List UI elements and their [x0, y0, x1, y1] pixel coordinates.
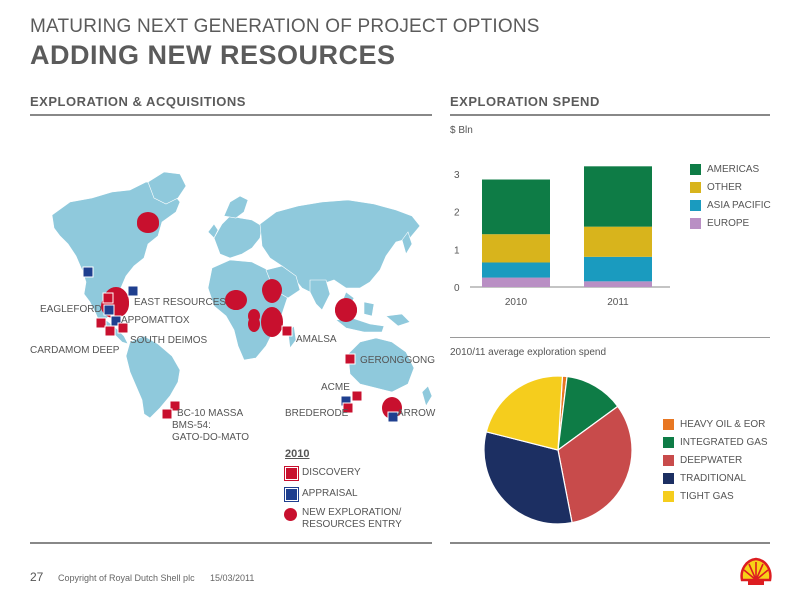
label-acme: ACME	[321, 382, 350, 393]
legend-swatch	[663, 491, 674, 502]
legend-swatch	[663, 473, 674, 484]
pie-title: 2010/11 average exploration spend	[450, 347, 607, 358]
legend-appraisal: APPRAISAL	[302, 488, 358, 499]
label-cardamom-deep: CARDAMOM DEEP	[30, 345, 120, 356]
x-tick-label: 2011	[607, 297, 629, 308]
bar-europe-2010	[482, 277, 550, 287]
pie-slice-integrated-gas	[557, 375, 619, 452]
label-gato: GATO-DO-MATO	[172, 432, 250, 443]
legend-swatch	[690, 200, 701, 211]
label-south-deimos: SOUTH DEIMOS	[130, 335, 208, 346]
legend-label: HEAVY OIL & EOR	[680, 419, 766, 430]
label-geronggong: GERONGGONG	[360, 355, 436, 366]
bar-asia-pacific-2010	[482, 262, 550, 278]
legend-new-entry-line2: RESOURCES ENTRY	[302, 519, 402, 530]
mid-rule	[450, 337, 770, 338]
x-tick-label: 2010	[505, 297, 528, 308]
label-bc10: BC-10 MASSA	[177, 408, 244, 419]
legend-label: EUROPE	[707, 218, 750, 229]
right-bottom-rule	[450, 542, 770, 544]
pie-slice-traditional	[483, 431, 573, 525]
bar-europe-2011	[584, 281, 652, 287]
pie-legend-item-traditional: TRADITIONAL	[663, 473, 746, 484]
right-heading-rule	[450, 114, 770, 116]
y-tick-label: 3	[454, 170, 460, 181]
bar-other-2011	[584, 226, 652, 257]
page-title: ADDING NEW RESOURCES	[30, 40, 396, 70]
copyright: Copyright of Royal Dutch Shell plc	[58, 573, 195, 583]
y-tick-label: 0	[454, 283, 460, 294]
pie-legend-item-heavy-oil-eor: HEAVY OIL & EOR	[663, 419, 765, 430]
bar-legend-item-other: OTHER	[690, 182, 742, 193]
pie-legend-item-integrated-gas: INTEGRATED GAS	[663, 437, 768, 448]
legend-discovery: DISCOVERY	[302, 467, 361, 478]
exploration-spend-pie-chart	[483, 375, 633, 525]
legend-label: ASIA PACIFIC	[707, 200, 771, 211]
bar-asia-pacific-2011	[584, 256, 652, 282]
pie-legend-item-tight-gas: TIGHT GAS	[663, 491, 734, 502]
label-appomattox: APPOMATTOX	[121, 315, 190, 326]
legend-label: TIGHT GAS	[680, 491, 734, 502]
legend-label: OTHER	[707, 182, 742, 193]
entry-swatch	[284, 508, 297, 521]
appraisal-swatch	[284, 487, 299, 502]
discovery-swatch	[284, 466, 299, 481]
bar-other-2010	[482, 234, 550, 263]
label-bms54: BMS-54:	[172, 420, 211, 431]
left-bottom-rule	[30, 542, 432, 544]
legend-swatch	[663, 419, 674, 430]
bar-legend-item-americas: AMERICAS	[690, 164, 759, 175]
legend-label: TRADITIONAL	[680, 473, 747, 484]
legend-label: DEEPWATER	[680, 455, 743, 466]
label-eagleford: EAGLEFORD	[40, 304, 102, 315]
legend-swatch	[690, 218, 701, 229]
legend-swatch	[663, 437, 674, 448]
pie-legend-item-deepwater: DEEPWATER	[663, 455, 742, 466]
bar-americas-2010	[482, 179, 550, 235]
label-east-resources: EAST RESOURCES	[134, 297, 227, 308]
page-subtitle: MATURING NEXT GENERATION OF PROJECT OPTI…	[30, 16, 540, 37]
label-arrow: ARROW	[397, 408, 436, 419]
bar-legend-item-asia-pacific: ASIA PACIFIC	[690, 200, 771, 211]
legend-label: INTEGRATED GAS	[680, 437, 768, 448]
page-number: 27	[30, 570, 44, 584]
legend-swatch	[690, 182, 701, 193]
bar-ylabel: $ Bln	[450, 125, 473, 136]
pie-slice-deepwater	[557, 405, 633, 524]
exploration-spend-bar-chart: 0 1 2 3 2010 2011	[454, 166, 670, 308]
legend-swatch	[690, 164, 701, 175]
date: 15/03/2011	[210, 573, 255, 583]
legend-swatch	[663, 455, 674, 466]
exploration-spend-heading: EXPLORATION SPEND	[450, 94, 600, 109]
pie-slice-tight-gas	[485, 375, 564, 451]
legend-new-entry-line1: NEW EXPLORATION/	[302, 507, 402, 518]
label-amalsa: AMALSA	[296, 334, 337, 345]
y-tick-label: 2	[454, 208, 460, 219]
label-brederode: BREDERODE	[285, 408, 349, 419]
exploration-acquisitions-heading: EXPLORATION & ACQUISITIONS	[30, 94, 246, 109]
left-heading-rule	[30, 114, 432, 116]
bar-americas-2011	[584, 166, 652, 227]
y-tick-label: 1	[454, 245, 460, 256]
legend-label: AMERICAS	[707, 164, 760, 175]
bar-legend-item-europe: EUROPE	[690, 218, 749, 229]
shell-logo	[740, 557, 772, 585]
map-legend-year: 2010	[285, 448, 310, 460]
